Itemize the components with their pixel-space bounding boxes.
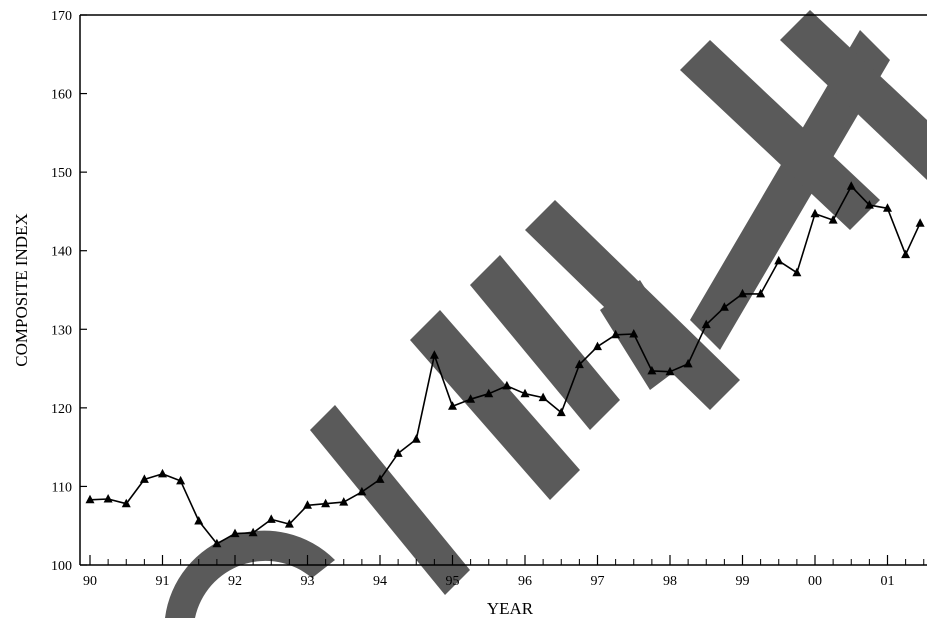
data-point-marker <box>466 394 476 403</box>
y-tick-label: 120 <box>51 402 72 417</box>
data-point-marker <box>774 255 784 265</box>
data-point-marker <box>738 288 747 298</box>
data-point-marker <box>574 359 584 369</box>
y-ticks: 100 110 120 130 140 150 160 170 <box>51 9 87 574</box>
x-tick-label: 01 <box>881 574 895 589</box>
x-tick-label: 97 <box>591 574 605 589</box>
data-point-marker <box>176 475 186 485</box>
x-tick-label: 94 <box>373 574 387 589</box>
data-point-marker <box>828 215 838 224</box>
data-point-marker <box>375 474 385 483</box>
data-point-marker <box>792 267 802 277</box>
data-point-marker <box>303 500 312 509</box>
data-point-marker <box>611 329 621 339</box>
data-point-marker <box>647 365 657 375</box>
data-point-marker <box>846 181 856 190</box>
x-ticks: 90 91 92 93 94 95 96 97 98 99 00 01 <box>83 555 925 589</box>
x-tick-label: 99 <box>736 574 750 589</box>
data-point-marker <box>556 407 566 417</box>
y-tick-label: 150 <box>51 166 72 181</box>
data-point-marker <box>121 498 131 508</box>
data-point-marker <box>194 516 204 525</box>
data-point-marker <box>357 486 367 496</box>
y-tick-label: 110 <box>52 480 72 495</box>
x-tick-label: 96 <box>518 574 532 589</box>
data-point-marker <box>502 380 512 390</box>
data-point-marker <box>538 392 548 402</box>
data-point-marker <box>665 366 675 376</box>
x-tick-label: 92 <box>228 574 242 589</box>
x-tick-label: 00 <box>808 574 822 589</box>
y-tick-label: 140 <box>51 245 72 260</box>
data-point-marker <box>683 358 693 368</box>
data-point-marker <box>103 494 113 503</box>
data-point-marker <box>883 203 892 212</box>
data-point-marker <box>139 474 149 483</box>
x-tick-label: 98 <box>663 574 677 589</box>
x-tick-label: 93 <box>301 574 315 589</box>
data-point-marker <box>230 528 240 538</box>
data-point-marker <box>593 341 602 351</box>
series <box>85 181 925 548</box>
x-tick-label: 91 <box>156 574 170 589</box>
data-point-marker <box>719 302 729 311</box>
data-point-marker <box>411 434 421 443</box>
data-point-marker <box>756 288 766 298</box>
data-point-marker <box>864 200 874 209</box>
x-tick-label: 90 <box>83 574 97 589</box>
x-tick-label: 95 <box>446 574 460 589</box>
watermark <box>165 10 927 618</box>
data-point-marker <box>429 350 439 359</box>
data-point-marker <box>701 319 711 329</box>
axes <box>79 14 927 566</box>
y-tick-label: 160 <box>51 88 72 103</box>
y-tick-label: 100 <box>51 559 72 574</box>
data-point-marker <box>339 497 349 506</box>
data-point-marker <box>393 448 403 457</box>
data-point-marker <box>212 538 222 548</box>
data-point-marker <box>484 388 494 398</box>
data-point-marker <box>321 498 331 508</box>
data-point-marker <box>901 249 911 259</box>
data-point-marker <box>85 494 95 504</box>
data-point-marker <box>448 401 457 410</box>
data-point-marker <box>629 329 639 338</box>
y-tick-label: 130 <box>51 323 72 338</box>
data-point-marker <box>248 527 258 537</box>
x-axis-title: YEAR <box>487 599 534 618</box>
data-point-marker <box>266 514 276 523</box>
data-point-marker <box>158 468 167 478</box>
series-line <box>89 185 921 545</box>
y-tick-label: 170 <box>51 9 72 24</box>
data-point-marker <box>915 218 925 227</box>
y-axis-title: COMPOSITE INDEX <box>12 213 31 366</box>
data-point-marker <box>284 519 294 528</box>
data-point-marker <box>810 208 820 218</box>
data-point-marker <box>520 388 530 398</box>
